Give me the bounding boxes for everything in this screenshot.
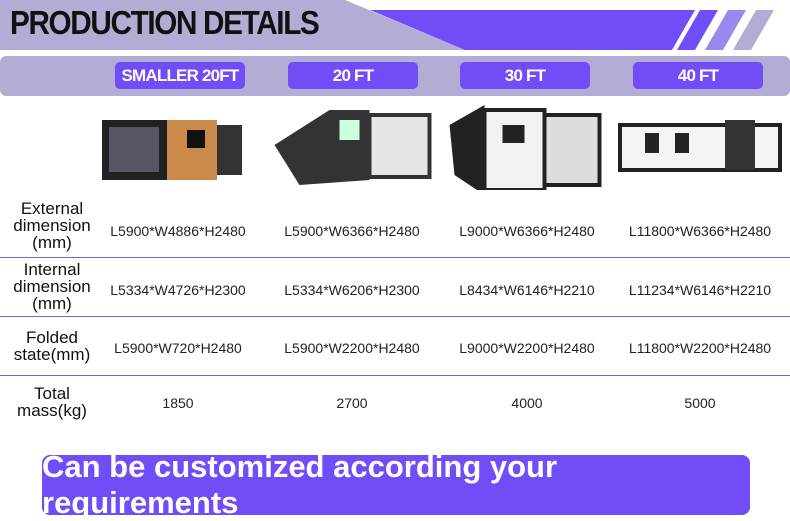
- cell: L5900*W2200*H2480: [284, 340, 420, 356]
- column-header-smaller-20ft: SMALLER 20FT: [115, 62, 245, 89]
- product-image-smaller-20ft: [102, 120, 242, 180]
- cell: 2700: [336, 395, 368, 411]
- cell: L5334*W6206*H2300: [284, 282, 420, 298]
- row-divider: [0, 257, 790, 258]
- cell: L5900*W720*H2480: [114, 340, 242, 356]
- cell: 1850: [162, 395, 194, 411]
- cell: L11800*W2200*H2480: [628, 340, 772, 356]
- row-label-internal-dimension: Internal dimension (mm): [13, 260, 91, 313]
- product-image-20ft: [274, 110, 432, 185]
- cell: 4000: [511, 395, 543, 411]
- product-image-30ft: [449, 105, 602, 190]
- cell: L8434*W6146*H2210: [459, 282, 595, 298]
- cell: L5900*W6366*H2480: [284, 223, 420, 239]
- column-header-40ft: 40 FT: [633, 62, 763, 89]
- cell: 5000: [684, 395, 716, 411]
- cell: L11800*W6366*H2480: [628, 223, 772, 239]
- cell: L11234*W6146*H2210: [628, 282, 772, 298]
- row-divider: [0, 375, 790, 376]
- header-banner: [0, 0, 774, 50]
- row-divider: [0, 316, 790, 317]
- column-header-20ft: 20 FT: [288, 62, 418, 89]
- row-label-total-mass: Total mass(kg): [17, 384, 87, 420]
- row-label-external-dimension: External dimension (mm): [13, 199, 91, 252]
- product-image-40ft: [618, 120, 782, 172]
- customization-banner: Can be customized according your require…: [42, 449, 750, 520]
- cell: L9000*W6366*H2480: [459, 223, 595, 239]
- row-label-folded-state: Folded state(mm): [13, 328, 91, 364]
- cell: L5900*W4886*H2480: [110, 223, 246, 239]
- column-header-30ft: 30 FT: [460, 62, 590, 89]
- cell: L5334*W4726*H2300: [110, 282, 246, 298]
- page-title: PRODUCTION DETAILS: [10, 4, 320, 41]
- cell: L9000*W2200*H2480: [459, 340, 595, 356]
